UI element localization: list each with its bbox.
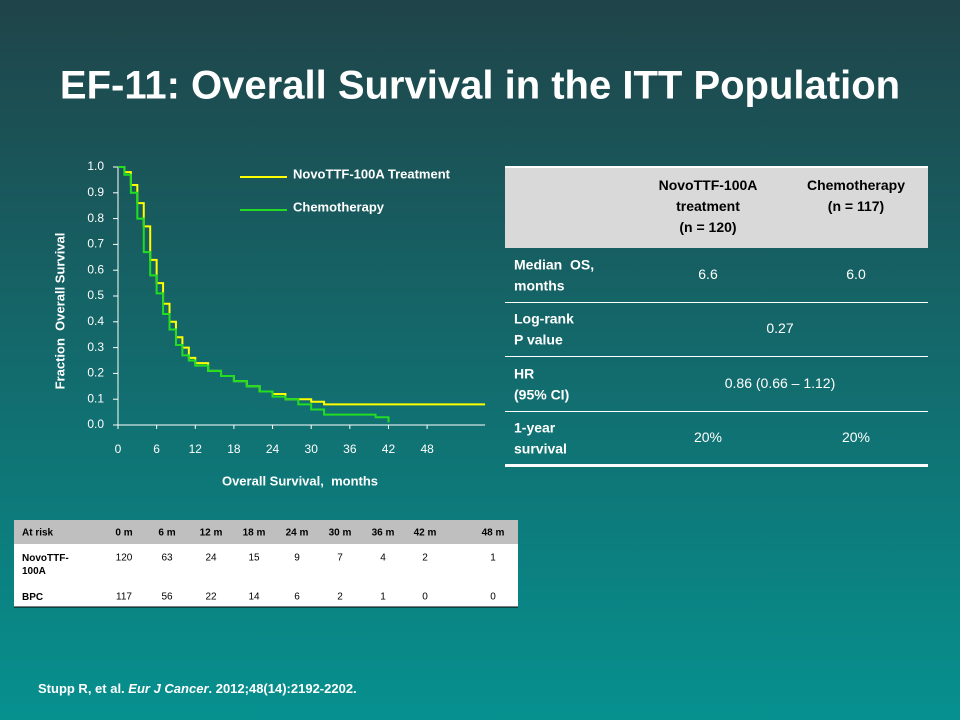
table-header: Chemotherapy (n = 117) bbox=[807, 177, 905, 214]
at-risk-value: 117 bbox=[116, 592, 132, 603]
at-risk-header: 18 m bbox=[243, 528, 266, 539]
table-cell: 0.86 (0.66 – 1.12) bbox=[725, 375, 836, 391]
table-header-line: (n = 117) bbox=[828, 198, 884, 214]
at-risk-header: 6 m bbox=[158, 528, 175, 539]
slide-title: EF-11: Overall Survival in the ITT Popul… bbox=[60, 64, 900, 108]
row-label: Log-rank P value bbox=[514, 310, 574, 347]
at-risk-header-bg bbox=[14, 520, 518, 544]
at-risk-value: 1 bbox=[490, 553, 496, 564]
at-risk-header: 0 m bbox=[115, 528, 132, 539]
row-label-line: (95% CI) bbox=[514, 386, 569, 402]
at-risk-value: 22 bbox=[205, 592, 217, 603]
at-risk-header: 48 m bbox=[482, 528, 505, 539]
citation: Stupp R, et al. Eur J Cancer. 2012;48(14… bbox=[38, 681, 357, 696]
row-label: HR (95% CI) bbox=[514, 365, 569, 402]
survival-curve bbox=[118, 166, 390, 423]
at-risk-label-line: BPC bbox=[22, 592, 43, 603]
row-label-line: 1-year bbox=[514, 419, 556, 435]
y-tick-label: 0.6 bbox=[87, 262, 104, 276]
x-tick-label: 30 bbox=[305, 442, 319, 456]
x-tick-label: 24 bbox=[266, 442, 280, 456]
table-header: NovoTTF-100A treatment (n = 120) bbox=[659, 177, 758, 235]
x-tick-label: 18 bbox=[227, 442, 241, 456]
x-tick-label: 42 bbox=[382, 442, 396, 456]
at-risk-value: 2 bbox=[422, 553, 428, 564]
table-header-bg bbox=[505, 167, 928, 248]
row-label: 1-year survival bbox=[514, 419, 567, 456]
x-tick-label: 12 bbox=[189, 442, 203, 456]
at-risk-value: 9 bbox=[294, 553, 300, 564]
citation-part: Eur J Cancer bbox=[128, 681, 209, 696]
y-tick-label: 0.9 bbox=[87, 185, 104, 199]
x-tick-label: 6 bbox=[153, 442, 160, 456]
row-label-line: Log-rank bbox=[514, 310, 574, 326]
at-risk-value: 14 bbox=[248, 592, 260, 603]
row-label-line: HR bbox=[514, 365, 534, 381]
at-risk-header: 42 m bbox=[414, 528, 437, 539]
row-label-line: survival bbox=[514, 440, 567, 456]
x-tick-label: 48 bbox=[420, 442, 434, 456]
legend-label: NovoTTF-100A Treatment bbox=[293, 166, 451, 181]
table-cell: 6.0 bbox=[846, 266, 866, 282]
legend-label: Chemotherapy bbox=[293, 199, 385, 214]
at-risk-header: 12 m bbox=[200, 528, 223, 539]
citation-part: Stupp R, et al. bbox=[38, 681, 128, 696]
row-label-line: P value bbox=[514, 331, 563, 347]
y-tick-label: 0.0 bbox=[87, 417, 104, 431]
table-header-line: Chemotherapy bbox=[807, 177, 905, 193]
at-risk-header: 36 m bbox=[372, 528, 395, 539]
table-cell: 0.27 bbox=[766, 320, 793, 336]
x-tick-label: 0 bbox=[115, 442, 122, 456]
y-tick-label: 1.0 bbox=[87, 159, 104, 173]
table-header-line: NovoTTF-100A bbox=[659, 177, 758, 193]
x-axis-title: Overall Survival, months bbox=[222, 473, 378, 488]
at-risk-value: 4 bbox=[380, 553, 386, 564]
at-risk-value: 120 bbox=[116, 553, 133, 564]
at-risk-header: 24 m bbox=[286, 528, 309, 539]
at-risk-value: 2 bbox=[337, 592, 343, 603]
at-risk-header: At risk bbox=[22, 528, 54, 539]
at-risk-header: 30 m bbox=[329, 528, 352, 539]
y-tick-label: 0.4 bbox=[87, 314, 104, 328]
citation-part: . 2012;48(14):2192-2202. bbox=[209, 681, 357, 696]
at-risk-label-line: 100A bbox=[22, 566, 46, 577]
table-cell: 20% bbox=[694, 429, 722, 445]
table-cell: 6.6 bbox=[698, 266, 718, 282]
y-tick-label: 0.1 bbox=[87, 391, 104, 405]
at-risk-value: 0 bbox=[490, 592, 496, 603]
row-label-line: months bbox=[514, 277, 565, 293]
y-axis-title: Fraction Overall Survival bbox=[52, 233, 67, 390]
y-tick-label: 0.7 bbox=[87, 237, 104, 251]
table-header-line: (n = 120) bbox=[679, 219, 736, 235]
y-tick-label: 0.2 bbox=[87, 366, 104, 380]
y-tick-label: 0.8 bbox=[87, 211, 104, 225]
at-risk-value: 56 bbox=[161, 592, 173, 603]
at-risk-label: BPC bbox=[22, 592, 43, 603]
table-cell: 20% bbox=[842, 429, 870, 445]
at-risk-value: 63 bbox=[161, 553, 173, 564]
at-risk-value: 15 bbox=[248, 553, 260, 564]
table-header-line: treatment bbox=[676, 198, 740, 214]
at-risk-value: 0 bbox=[422, 592, 428, 603]
row-label: Median OS, months bbox=[514, 256, 594, 293]
at-risk-label: NovoTTF- 100A bbox=[22, 553, 69, 577]
y-tick-label: 0.5 bbox=[87, 288, 104, 302]
at-risk-value: 7 bbox=[337, 553, 343, 564]
at-risk-value: 6 bbox=[294, 592, 300, 603]
at-risk-value: 1 bbox=[380, 592, 386, 603]
y-tick-label: 0.3 bbox=[87, 340, 104, 354]
x-tick-label: 36 bbox=[343, 442, 357, 456]
row-label-line: Median OS, bbox=[514, 256, 594, 272]
at-risk-label-line: NovoTTF- bbox=[22, 553, 69, 564]
at-risk-value: 24 bbox=[205, 553, 217, 564]
